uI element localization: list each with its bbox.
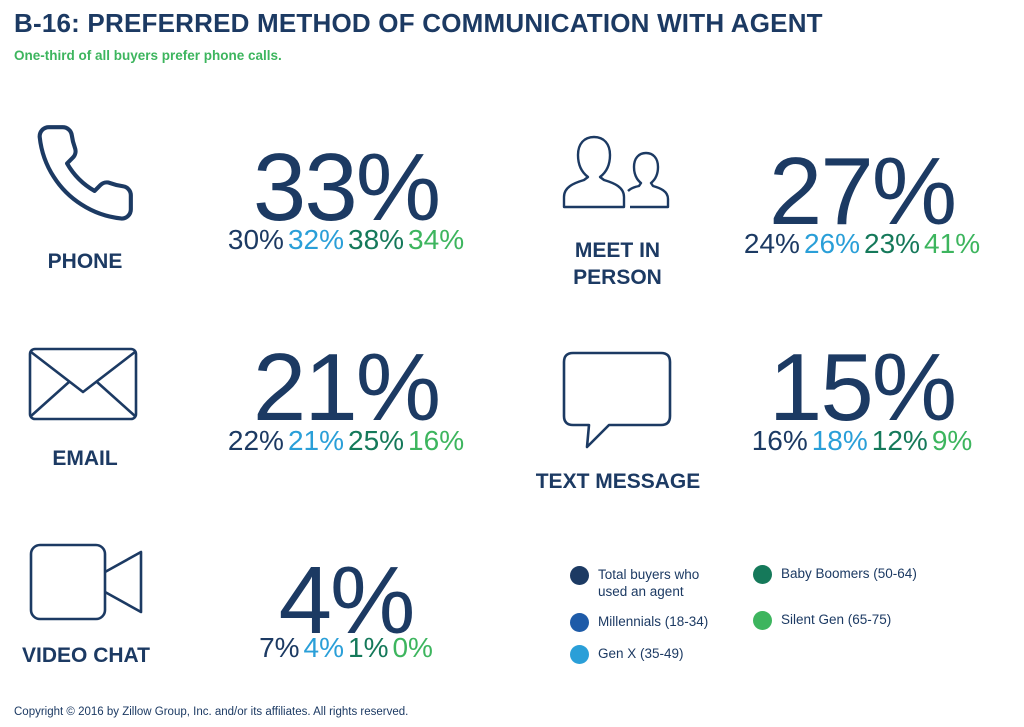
boomers-value-meet: 23%	[864, 228, 921, 259]
legend-label-genx: Gen X (35-49)	[598, 645, 738, 662]
boomers-value-email: 25%	[348, 425, 405, 456]
category-label-video-chat: VIDEO CHAT	[22, 644, 150, 667]
legend-label-millennials: Millennials (18-34)	[598, 613, 738, 630]
legend-item-boomers: Baby Boomers (50-64)	[753, 565, 961, 584]
legend-label-boomers: Baby Boomers (50-64)	[781, 565, 961, 582]
total-value-phone: 33%	[252, 134, 441, 241]
silent-value-video: 0%	[392, 632, 433, 663]
legend-label-total-line-2: used an agent	[598, 584, 684, 599]
total-value-meet-in-person: 27%	[768, 138, 957, 245]
silent-value-phone: 34%	[408, 224, 465, 255]
genx-value-video: 4%	[303, 632, 344, 663]
copyright-notice: Copyright © 2016 by Zillow Group, Inc. a…	[14, 706, 409, 718]
boomers-value-video: 1%	[348, 632, 389, 663]
category-label-meet-in-person: MEET IN PERSON	[550, 237, 685, 291]
genx-value-meet: 26%	[803, 228, 860, 259]
page-subtitle: One-third of all buyers prefer phone cal…	[14, 48, 282, 63]
total-value-video-chat: 4%	[278, 547, 416, 654]
legend-label-total: Total buyers who used an agent	[598, 566, 738, 600]
millennials-value-video: 7%	[259, 632, 300, 663]
category-label-meet-line-2: PERSON	[573, 266, 662, 289]
genx-value-text: 18%	[811, 425, 868, 456]
legend-label-silent-line-1: Silent Gen (65-75)	[781, 612, 892, 627]
legend-swatch-boomers	[753, 565, 772, 584]
millennials-value-phone: 30%	[227, 224, 284, 255]
legend-item-genx: Gen X (35-49)	[570, 645, 738, 664]
generation-values-phone: 30% 32% 38% 34%	[196, 224, 496, 256]
category-label-meet-line-1: MEET IN	[574, 239, 661, 262]
legend-item-silent: Silent Gen (65-75)	[753, 611, 921, 630]
genx-value-phone: 32%	[287, 224, 344, 255]
millennials-value-text: 16%	[751, 425, 808, 456]
video-camera-icon	[28, 542, 146, 622]
envelope-icon	[27, 346, 139, 422]
legend-label-genx-line-1: Gen X (35-49)	[598, 646, 684, 661]
legend-label-boomers-line-1: Baby Boomers (50-64)	[781, 566, 917, 581]
legend-swatch-total	[570, 566, 589, 585]
legend-label-total-line-1: Total buyers who	[598, 567, 700, 582]
category-label-phone: PHONE	[47, 250, 123, 273]
category-label-text-message: TEXT MESSAGE	[535, 470, 701, 493]
total-value-text-message: 15%	[768, 334, 957, 441]
silent-value-text: 9%	[931, 425, 973, 456]
generation-values-email: 22% 21% 25% 16%	[196, 425, 496, 457]
legend-item-total: Total buyers who used an agent	[570, 566, 738, 600]
generation-values-meet-in-person: 24% 26% 23% 41%	[712, 228, 1012, 260]
legend-swatch-silent	[753, 611, 772, 630]
millennials-value-email: 22%	[227, 425, 284, 456]
phone-icon	[30, 118, 140, 228]
total-value-email: 21%	[252, 334, 441, 441]
speech-bubble-icon	[561, 350, 673, 450]
boomers-value-phone: 38%	[348, 224, 405, 255]
page-title: B-16: PREFERRED METHOD OF COMMUNICATION …	[14, 8, 823, 38]
boomers-value-text: 12%	[871, 425, 928, 456]
legend-swatch-genx	[570, 645, 589, 664]
category-label-email: EMAIL	[52, 447, 118, 470]
legend-item-millennials: Millennials (18-34)	[570, 613, 738, 632]
legend-label-silent: Silent Gen (65-75)	[781, 611, 921, 628]
legend-swatch-millennials	[570, 613, 589, 632]
people-icon	[560, 133, 672, 213]
legend-label-millennials-line-1: Millennials (18-34)	[598, 614, 709, 629]
silent-value-email: 16%	[408, 425, 465, 456]
generation-values-text-message: 16% 18% 12% 9%	[712, 425, 1012, 457]
millennials-value-meet: 24%	[743, 228, 800, 259]
generation-values-video-chat: 7% 4% 1% 0%	[196, 632, 496, 664]
silent-value-meet: 41%	[924, 228, 981, 259]
genx-value-email: 21%	[287, 425, 344, 456]
